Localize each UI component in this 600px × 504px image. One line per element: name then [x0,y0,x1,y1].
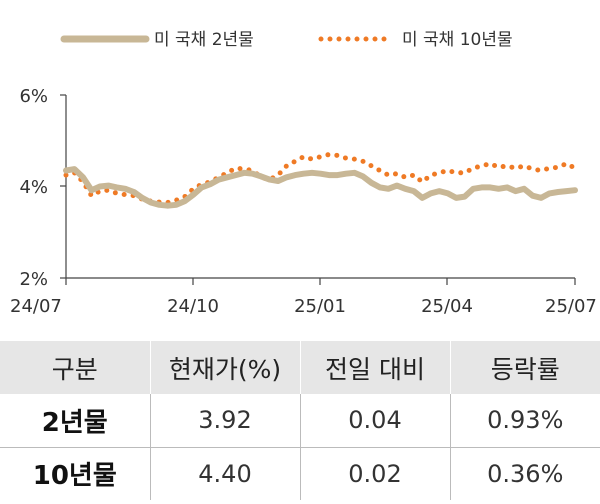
row-label: 10년물 [32,461,117,492]
current-value: 4.40 [149,447,300,500]
x-ticks: 24/07 24/10 25/01 25/04 25/07 [10,278,597,317]
legend-label-2y: 미 국채 2년물 [154,30,254,50]
y-tick-label-4: 4% [19,177,48,198]
y-tick-label-6: 6% [19,86,48,107]
x-tick-label-2507: 25/07 [545,296,597,317]
change-value: 0.04 [299,394,450,447]
header-current: 현재가(%) [149,341,300,394]
chart-legend: 미 국채 2년물 미 국채 10년물 [60,30,513,50]
y-ticks: 6% 4% 2% [19,86,66,290]
header-change: 전일 대비 [299,341,450,394]
current-value: 3.92 [149,394,300,447]
table-header-row: 구분 현재가(%) 전일 대비 등락률 [0,341,600,394]
change-value: 0.02 [299,447,450,500]
legend-label-10y: 미 국채 10년물 [402,30,513,50]
x-tick-label-2410: 24/10 [167,296,219,317]
rate-value: 0.36% [449,447,600,500]
x-tick-label-2407: 24/07 [10,296,62,317]
header-rate: 등락률 [449,341,600,394]
rate-value: 0.93% [449,394,600,447]
yield-line-chart: 미 국채 2년물 미 국채 10년물 6% 4% 2% 24/07 24/10 … [10,30,597,317]
y-tick-label-2: 2% [19,269,48,290]
x-tick-label-2501: 25/01 [294,296,346,317]
series-line-2y [63,166,578,209]
table-row: 10년물 4.40 0.02 0.36% [0,447,600,500]
header-category: 구분 [0,341,150,394]
table-row: 2년물 3.92 0.04 0.93% [0,394,600,447]
yield-summary-table: 구분 현재가(%) 전일 대비 등락률 2년물 3.92 0.04 0.93% … [0,341,600,500]
x-tick-label-2504: 25/04 [421,296,473,317]
row-label: 2년물 [41,407,108,438]
